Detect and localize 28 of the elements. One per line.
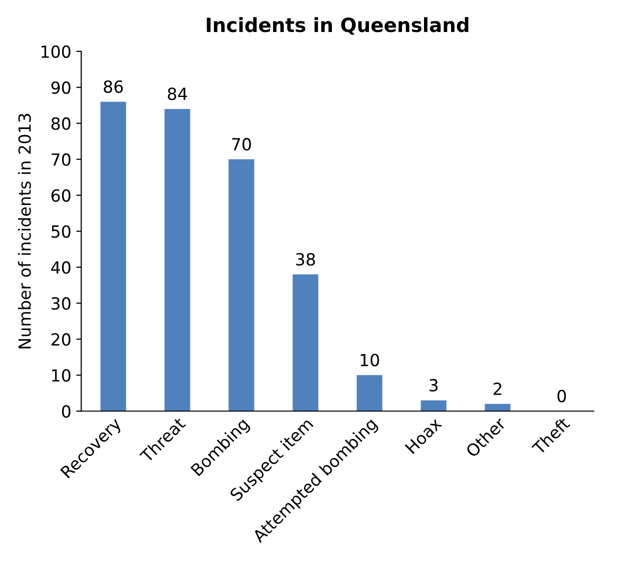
y-tick-label: 70: [52, 153, 70, 166]
data-label: 70: [232, 138, 251, 151]
y-tick-label: 90: [51, 81, 70, 94]
y-tick-label: 60: [51, 189, 70, 202]
chart-title: Incidents in Queensland: [206, 17, 468, 35]
data-label: 86: [104, 80, 123, 93]
y-axis-title: Number of incidents in 2013: [18, 114, 31, 348]
bar: [100, 102, 126, 412]
y-tick-label: 50: [52, 225, 70, 238]
y-tick-label: 0: [62, 405, 70, 418]
data-label: 84: [168, 88, 188, 100]
y-tick-label: 80: [51, 117, 70, 130]
y-tick-label: 40: [51, 261, 70, 274]
data-label: 2: [494, 382, 502, 395]
bar: [356, 375, 382, 412]
y-tick-label: 30: [52, 297, 70, 310]
bar: [484, 404, 510, 412]
y-tick-label: 100: [42, 45, 70, 58]
y-tick-label: 20: [52, 333, 70, 346]
data-label: 3: [430, 378, 438, 392]
bar: [420, 400, 446, 412]
bar: [164, 108, 190, 412]
data-label: 38: [296, 253, 315, 266]
data-label: 10: [360, 354, 380, 366]
y-tick-label: 10: [52, 369, 70, 382]
bar: [228, 159, 254, 412]
data-label: 0: [558, 390, 566, 402]
bar: [292, 274, 318, 412]
